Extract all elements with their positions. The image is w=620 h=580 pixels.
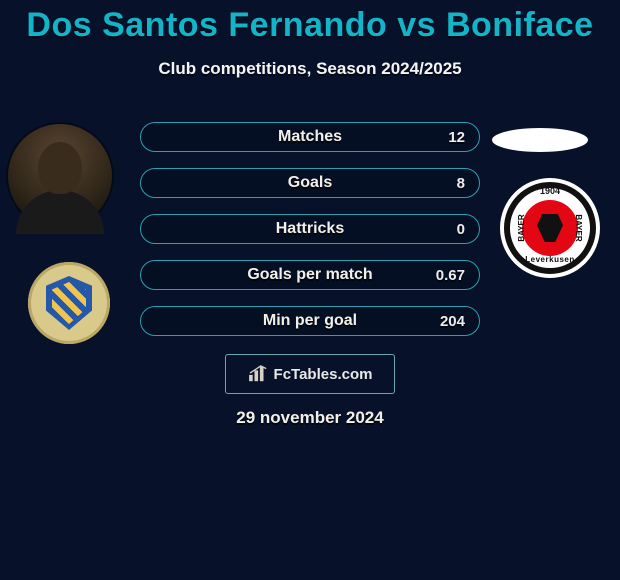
stat-label: Matches — [141, 123, 479, 151]
crest-shield-icon — [46, 276, 92, 330]
bar-chart-icon — [248, 365, 270, 383]
crest-text-leverkusen: Leverkusen — [525, 255, 574, 264]
player-photo-left — [8, 124, 112, 228]
stat-row-goals-per-match: Goals per match 0.67 — [140, 260, 480, 290]
stat-row-hattricks: Hattricks 0 — [140, 214, 480, 244]
stat-label: Min per goal — [141, 307, 479, 335]
stat-row-min-per-goal: Min per goal 204 — [140, 306, 480, 336]
stat-value: 204 — [440, 307, 465, 335]
subtitle: Club competitions, Season 2024/2025 — [0, 59, 620, 79]
stats-panel: Matches 12 Goals 8 Hattricks 0 Goals per… — [140, 122, 480, 352]
player-photo-right-placeholder — [492, 128, 588, 152]
crest-text-bayer-r: BAYER — [574, 214, 583, 241]
date-text: 29 november 2024 — [0, 408, 620, 428]
stat-value: 8 — [457, 169, 465, 197]
stat-row-goals: Goals 8 — [140, 168, 480, 198]
stat-label: Goals per match — [141, 261, 479, 289]
attribution-text: FcTables.com — [274, 366, 373, 383]
stat-row-matches: Matches 12 — [140, 122, 480, 152]
page-title: Dos Santos Fernando vs Boniface — [0, 0, 620, 45]
stat-value: 12 — [448, 123, 465, 151]
stat-value: 0 — [457, 215, 465, 243]
stat-label: Hattricks — [141, 215, 479, 243]
stat-value: 0.67 — [436, 261, 465, 289]
attribution-box: FcTables.com — [225, 354, 395, 394]
crest-year: 1904 — [540, 186, 560, 196]
club-crest-right: 1904 BAYER BAYER Leverkusen — [500, 178, 600, 278]
crest-text-bayer-l: BAYER — [517, 214, 526, 241]
crest-lion-icon — [537, 214, 563, 242]
club-crest-left — [28, 262, 110, 344]
stat-label: Goals — [141, 169, 479, 197]
